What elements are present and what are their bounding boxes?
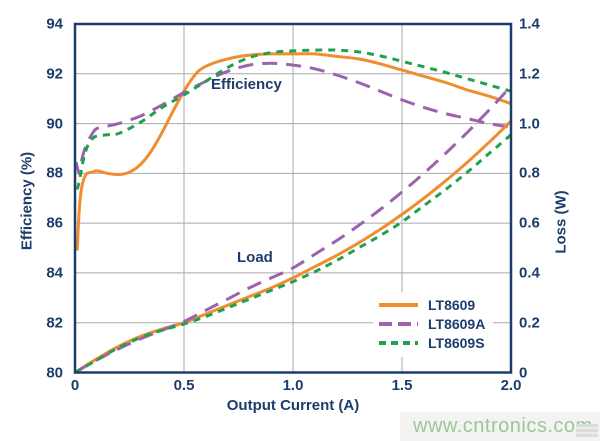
watermark-link[interactable]: www.cntronics.com — [413, 415, 593, 437]
left-axis-tick-92: 92 — [46, 65, 63, 83]
curve-efficiency-lt8609 — [75, 52, 512, 251]
right-axis-tick-0.8: 0.8 — [519, 164, 540, 182]
x-axis-tick-1.5: 1.5 — [391, 377, 413, 394]
right-axis-tick-0.2: 0.2 — [519, 314, 540, 332]
watermark-band: www.cntronics.com — [400, 412, 600, 441]
right-axis-title: Loss (W) — [552, 190, 570, 254]
legend-swatch-lt8609a — [379, 322, 418, 326]
right-axis-tick-1.4: 1.4 — [519, 15, 540, 33]
plot-border — [73, 22, 513, 374]
right-axis-tick-0.4: 0.4 — [519, 264, 540, 282]
legend-item-lt8609a: LT8609A — [378, 316, 485, 332]
x-axis-tick-0.5: 0.5 — [173, 377, 195, 394]
right-axis-tick-1.2: 1.2 — [519, 65, 540, 83]
legend: LT8609 LT8609A LT8609S — [373, 292, 494, 357]
left-axis-tick-88: 88 — [46, 164, 63, 182]
right-axis-tick-1.0: 1.0 — [519, 115, 540, 133]
curve-efficiency-lt8609s — [75, 48, 512, 190]
legend-item-lt8609: LT8609 — [378, 297, 485, 313]
left-axis-tick-84: 84 — [46, 264, 63, 282]
left-axis-title: Efficiency (%) — [18, 151, 36, 251]
efficiency-group-label: Efficiency — [211, 76, 282, 93]
x-axis-tick-1.0: 1.0 — [282, 377, 304, 394]
left-axis-tick-86: 86 — [46, 214, 63, 232]
legend-swatch-lt8609s — [379, 341, 418, 345]
left-axis-tick-90: 90 — [46, 115, 63, 133]
x-axis-title: Output Current (A) — [226, 397, 360, 414]
left-axis-tick-80: 80 — [46, 364, 63, 381]
curve-efficiency-lt8609a — [74, 61, 512, 175]
legend-item-lt8609s: LT8609S — [378, 335, 485, 351]
left-axis-tick-94: 94 — [46, 15, 63, 33]
legend-label-lt8609s: LT8609S — [428, 335, 485, 351]
watermark-logo — [576, 424, 598, 437]
curve-loss-lt8609s — [74, 133, 512, 374]
legend-swatch-lt8609 — [379, 303, 418, 307]
x-axis-tick-2.0: 2.0 — [500, 377, 522, 394]
left-axis-tick-82: 82 — [46, 314, 63, 332]
right-axis-tick-0: 0 — [519, 364, 528, 381]
load-group-label: Load — [237, 249, 273, 266]
legend-label-lt8609: LT8609 — [428, 297, 476, 313]
x-axis-tick-0: 0 — [70, 377, 80, 394]
right-axis-tick-0.6: 0.6 — [519, 214, 540, 232]
legend-label-lt8609a: LT8609A — [428, 316, 486, 332]
